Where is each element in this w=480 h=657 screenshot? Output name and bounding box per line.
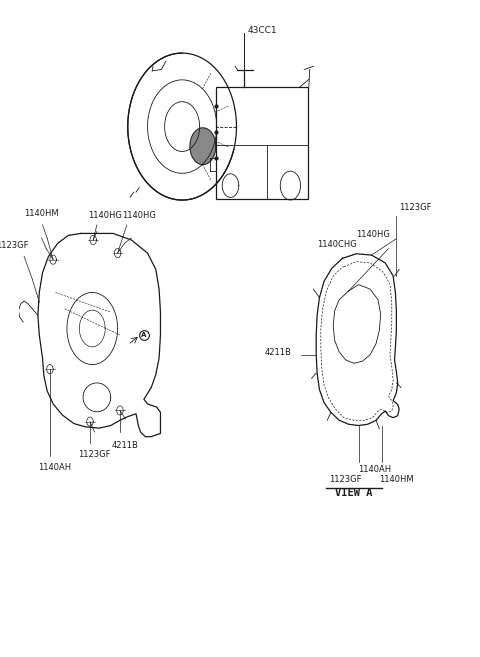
Text: VIEW A: VIEW A <box>335 487 373 498</box>
Text: 1140HG: 1140HG <box>88 212 121 220</box>
Text: 1123GF: 1123GF <box>78 450 111 459</box>
Text: 1140HM: 1140HM <box>24 210 59 218</box>
Text: 1140HG: 1140HG <box>122 212 156 220</box>
Text: 1140AH: 1140AH <box>358 465 391 474</box>
Polygon shape <box>190 128 216 165</box>
Text: 1140CHG: 1140CHG <box>317 240 357 248</box>
Text: 1140AH: 1140AH <box>38 463 71 472</box>
Text: 1140HG: 1140HG <box>356 230 390 238</box>
Text: 1123GF: 1123GF <box>399 204 432 212</box>
Text: A: A <box>141 332 146 338</box>
Text: 1140HM: 1140HM <box>379 475 414 484</box>
Text: 4211B: 4211B <box>112 442 139 450</box>
Text: 43CC1: 43CC1 <box>248 26 277 35</box>
Text: 1123GF: 1123GF <box>0 241 29 250</box>
Text: 4211B: 4211B <box>264 348 291 357</box>
Text: 1123GF: 1123GF <box>329 475 361 484</box>
